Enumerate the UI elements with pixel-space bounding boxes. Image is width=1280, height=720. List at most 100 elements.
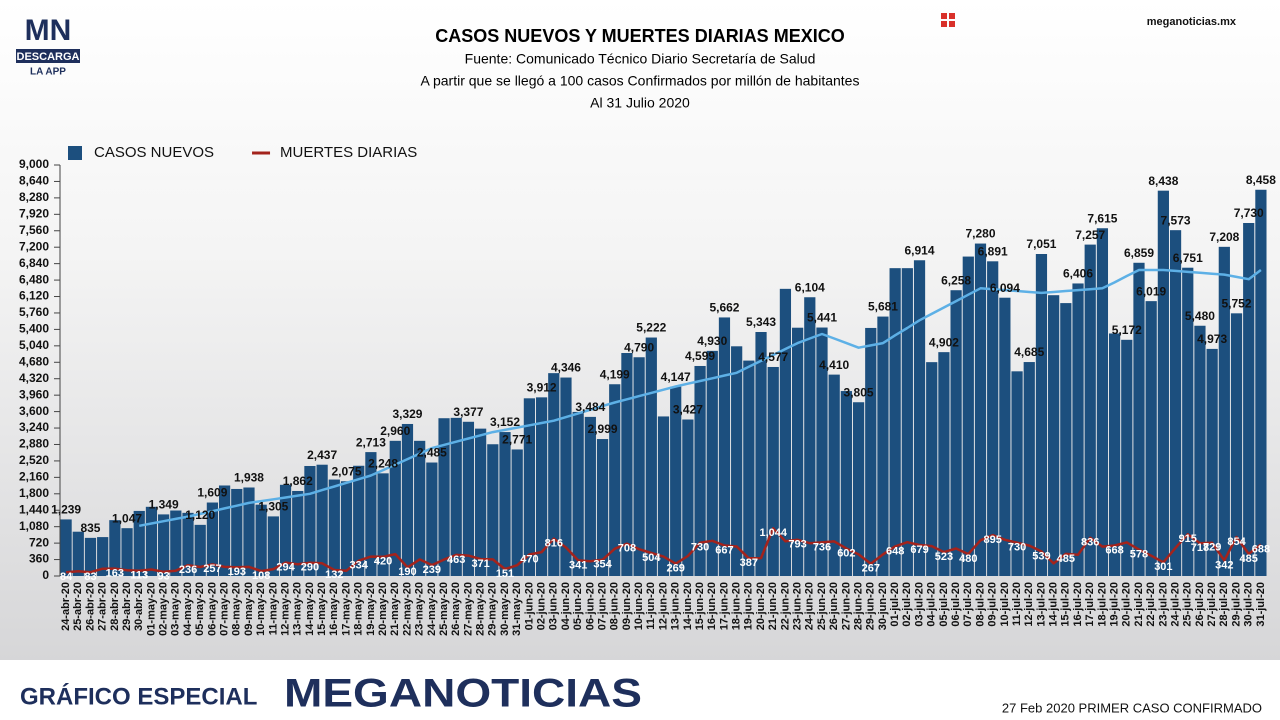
x-tick-label: 12-jul-20: [1023, 582, 1035, 627]
y-tick-label: 1,800: [19, 486, 49, 500]
bar: [755, 332, 767, 576]
footer-left: GRÁFICO ESPECIAL: [20, 682, 257, 710]
bar: [840, 391, 852, 576]
x-tick-label: 23-jun-20: [792, 582, 804, 630]
bar: [279, 484, 292, 576]
x-tick-label: 23-may-20: [414, 582, 426, 636]
y-tick-label: 6,480: [19, 272, 49, 286]
x-tick-label: 26-may-20: [450, 582, 462, 636]
x-tick-label: 19-jun-20: [743, 582, 755, 630]
data-label: 108: [252, 570, 270, 582]
x-tick-label: 29-jul-20: [1230, 582, 1242, 627]
bar: [962, 256, 974, 576]
bar: [414, 440, 426, 576]
legend-label: MUERTES DIARIAS: [280, 144, 417, 161]
x-tick-label: 29-jun-20: [865, 582, 877, 630]
x-tick-label: 02-jun-20: [535, 582, 547, 630]
data-label: 602: [837, 547, 855, 559]
chart-title: CASOS NUEVOS Y MUERTES DIARIAS MEXICO: [435, 26, 844, 46]
x-tick-label: 02-may-20: [158, 582, 170, 636]
data-label: 3,427: [673, 403, 703, 417]
bar: [1096, 228, 1109, 576]
x-tick-label: 10-may-20: [255, 582, 267, 636]
bar: [182, 512, 194, 576]
x-tick-label: 07-jun-20: [596, 582, 608, 630]
data-label: 193: [228, 566, 246, 578]
x-tick-label: 24-jul-20: [1169, 582, 1181, 627]
line: [66, 527, 1262, 574]
x-tick-label: 06-may-20: [206, 582, 218, 636]
x-tick-label: 30-may-20: [499, 582, 511, 636]
data-label: 236: [179, 564, 197, 576]
bar: [926, 362, 938, 576]
bar: [377, 473, 389, 576]
y-tick-label: 1,080: [19, 519, 49, 533]
x-tick-label: 14-jun-20: [682, 582, 694, 630]
data-label: 4,790: [624, 340, 654, 354]
bar: [743, 360, 755, 576]
x-tick-label: 11-jul-20: [1011, 582, 1023, 626]
x-tick-label: 05-may-20: [194, 582, 206, 636]
y-tick-label: 8,640: [19, 174, 49, 188]
y-tick-label: 5,040: [19, 338, 49, 352]
y-tick-label: 4,320: [19, 371, 49, 385]
data-label: 7,208: [1209, 230, 1239, 244]
data-label: 7,730: [1234, 206, 1264, 220]
bar: [511, 449, 523, 576]
x-tick-label: 18-may-20: [353, 582, 365, 636]
bar: [718, 317, 731, 576]
bar: [1084, 244, 1096, 577]
bar: [938, 352, 950, 576]
x-tick-label: 15-jul-20: [1060, 582, 1072, 627]
data-label: 816: [545, 538, 563, 550]
y-tick-label: 3,960: [19, 387, 49, 401]
y-tick-label: 7,920: [19, 206, 49, 220]
x-tick-label: 21-jul-20: [1133, 582, 1145, 627]
data-label: 420: [374, 556, 392, 568]
bar: [621, 353, 633, 576]
data-label: 6,104: [795, 280, 825, 294]
data-label: 688: [1252, 543, 1270, 555]
bar: [1145, 301, 1157, 576]
data-label: 4,577: [758, 350, 788, 364]
y-tick-label: 5,400: [19, 322, 49, 336]
data-label: 736: [813, 541, 831, 553]
x-tick-label: 17-jun-20: [718, 582, 730, 630]
x-tick-label: 08-jul-20: [974, 582, 986, 627]
bar: [779, 288, 792, 576]
bar: [316, 464, 328, 576]
x-tick-label: 16-jul-20: [1072, 582, 1084, 627]
bar: [1023, 362, 1035, 576]
data-label: 294: [276, 561, 295, 573]
x-tick-label: 03-may-20: [170, 582, 182, 636]
bar: [462, 421, 475, 576]
x-tick-label: 09-jul-20: [987, 582, 999, 627]
bar: [487, 444, 499, 576]
data-label: 2,075: [331, 464, 361, 478]
bar: [133, 510, 145, 576]
y-tick-label: 2,520: [19, 453, 49, 467]
data-label: 5,662: [709, 301, 739, 315]
data-label: 7,573: [1161, 213, 1191, 227]
bar: [1206, 348, 1218, 576]
data-label: 7,257: [1075, 228, 1105, 242]
data-label: 793: [788, 539, 806, 551]
x-tick-label: 26-abr-20: [84, 582, 96, 631]
data-label: 3,329: [392, 407, 422, 421]
x-tick-label: 09-may-20: [243, 582, 255, 636]
data-label: 2,485: [417, 446, 447, 460]
x-tick-label: 08-jun-20: [609, 582, 621, 630]
data-label: 1,862: [283, 474, 313, 488]
data-label: 4,346: [551, 361, 581, 375]
x-tick-label: 24-jun-20: [804, 582, 816, 630]
bar: [231, 488, 243, 576]
data-label: 3,377: [453, 405, 483, 419]
data-label: 2,771: [502, 433, 532, 447]
data-label: 84: [60, 571, 73, 583]
y-tick-label: 2,160: [19, 470, 49, 484]
legend-label: CASOS NUEVOS: [94, 144, 214, 161]
bar: [987, 261, 999, 576]
bar: [999, 297, 1011, 576]
